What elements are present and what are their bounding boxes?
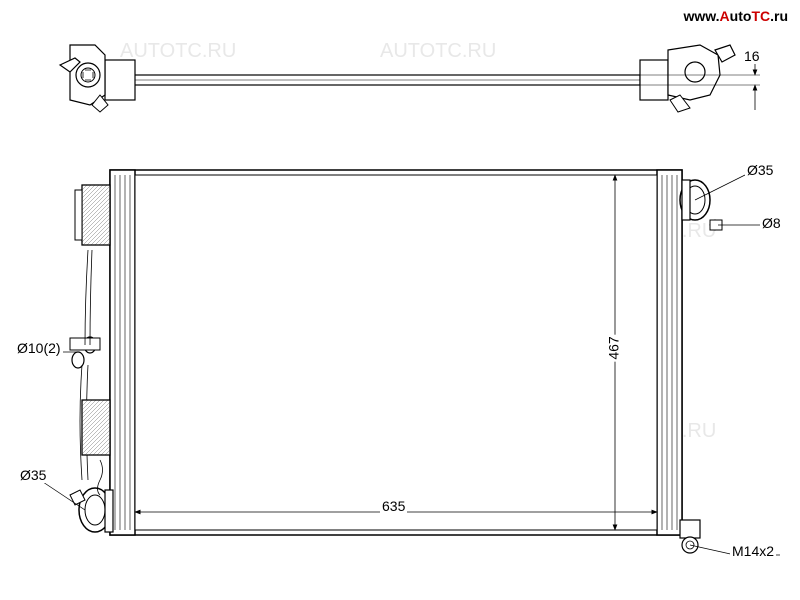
left-fitting-top — [60, 45, 135, 112]
inlet-top-right — [680, 180, 722, 230]
dim-label-d35-top: Ø35 — [745, 162, 775, 178]
dim-label-d10: Ø10(2) — [15, 340, 63, 356]
left-components — [70, 185, 113, 532]
dim-label-635: 635 — [380, 498, 407, 514]
dim-label-467: 467 — [606, 334, 622, 361]
logo-red2: TC — [751, 8, 770, 24]
drain-bottom-right — [680, 520, 700, 553]
dim-label-d35-bottom: Ø35 — [18, 467, 48, 483]
logo-mid: uto — [730, 8, 752, 24]
dim-label-16: 16 — [742, 48, 762, 64]
right-fitting-top — [640, 45, 735, 112]
logo-suffix: .ru — [770, 8, 788, 24]
logo-red1: A — [720, 8, 730, 24]
dim-label-m14x2: M14x2 — [730, 543, 776, 559]
logo-prefix: www. — [684, 8, 720, 24]
dim-label-d8: Ø8 — [760, 215, 783, 231]
site-logo: www.AutoTC.ru — [684, 8, 789, 24]
top-view — [60, 45, 760, 112]
